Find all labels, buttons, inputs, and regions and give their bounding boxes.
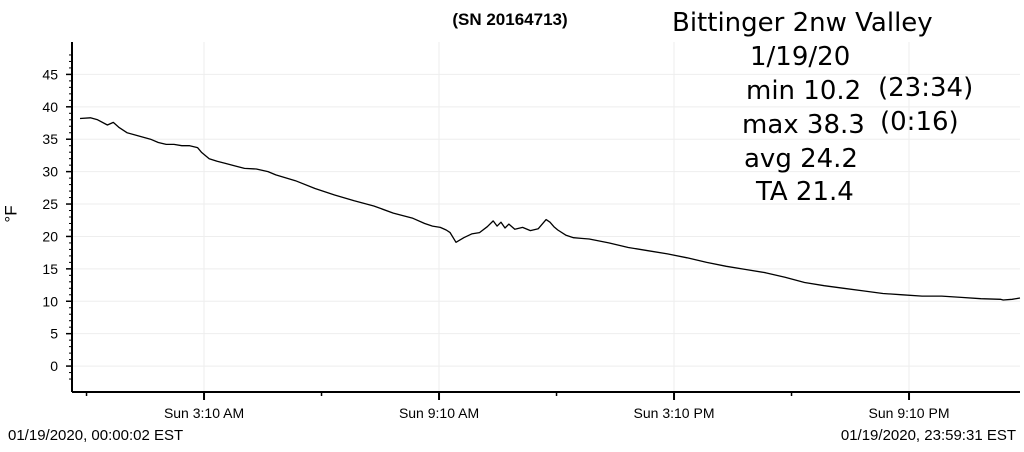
y-tick-label: 10 [42,293,58,309]
tick-labels: 0 5 10 15 20 25 30 35 40 45 Sun 3:10 AM Sun 9:10 AM… [42,66,949,421]
max-label: max 38.3 [742,110,865,140]
y-tick-label: 0 [50,358,58,374]
min-label: min 10.2 [746,76,862,106]
avg-label: avg 24.2 [744,144,858,174]
station-name: Bittinger 2nw Valley [672,8,933,38]
y-axis-label: °F [1,205,21,223]
series-layer [79,117,1021,301]
serial-number: (SN 20164713) [452,10,568,29]
x-tick-label: Sun 3:10 AM [164,405,244,421]
y-tick-label: 20 [42,228,58,244]
range-end: 01/19/2020, 23:59:31 EST [840,427,1016,444]
y-tick-label: 5 [50,326,58,342]
x-tick-label: Sun 9:10 PM [869,405,950,421]
y-tick-label: 45 [42,66,58,82]
y-tick-label: 25 [42,196,58,212]
min-time: (23:34) [878,73,974,103]
range-start: 01/19/2020, 00:00:02 EST [8,427,184,444]
grid [72,42,1020,392]
y-tick-label: 15 [42,261,58,277]
temperature-series-line [79,117,1021,301]
max-time: (0:16) [880,107,959,137]
date-label: 1/19/20 [750,42,851,72]
axes [66,42,1020,400]
x-tick-label: Sun 9:10 AM [399,405,479,421]
y-tick-label: 40 [42,99,58,115]
y-tick-label: 30 [42,164,58,180]
y-tick-label: 35 [42,131,58,147]
ta-label: TA 21.4 [756,177,854,207]
x-tick-label: Sun 3:10 PM [634,405,715,421]
